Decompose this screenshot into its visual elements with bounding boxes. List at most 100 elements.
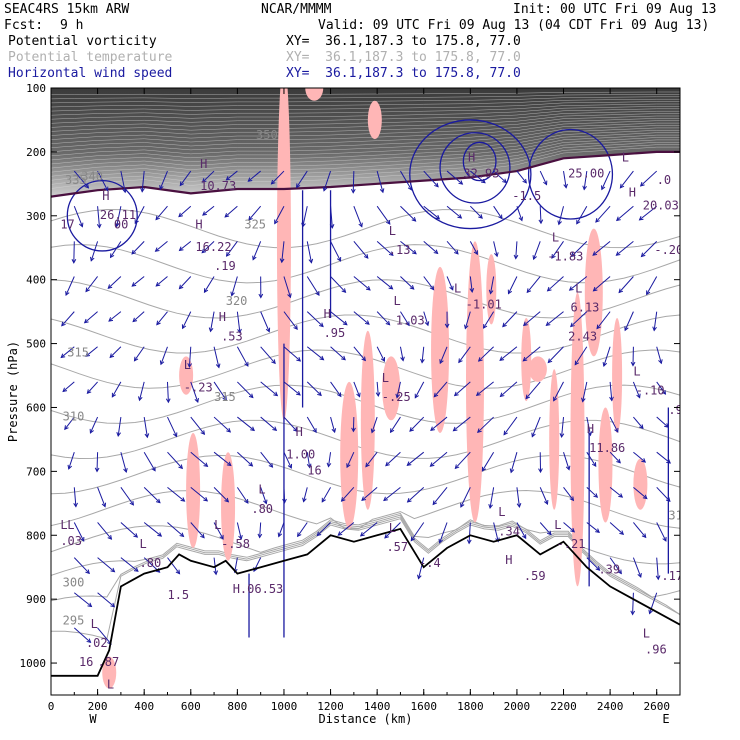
theta-label: 300 xyxy=(63,575,85,589)
wind-vector xyxy=(283,311,298,330)
wind-vector xyxy=(632,381,641,398)
pv-positive-area xyxy=(382,356,401,421)
wind-vector-head xyxy=(538,219,544,225)
wind-vector xyxy=(237,416,255,431)
wind-vector xyxy=(563,170,567,188)
wind-vector-head xyxy=(274,219,279,225)
wind-vector-head xyxy=(265,327,271,333)
wind-vector-head xyxy=(107,284,113,289)
wind-vector-head xyxy=(215,363,221,369)
wind-vector-head xyxy=(326,462,332,468)
contour-label: 20.03 xyxy=(643,198,679,212)
contour-label: 16 xyxy=(307,464,321,478)
field-xy-theta: XY= 36.1,187.3 to 175.8, 77.0 xyxy=(286,50,521,65)
wind-vector xyxy=(237,381,254,398)
wind-vector xyxy=(159,170,168,190)
wind-vector-head xyxy=(546,286,552,292)
wind-vector xyxy=(178,205,192,217)
wind-vector xyxy=(558,206,565,225)
wind-vector xyxy=(646,276,658,295)
wind-vector-head xyxy=(559,433,565,439)
wind-vector-head xyxy=(547,358,553,364)
wind-vector xyxy=(609,557,622,574)
wind-vector xyxy=(167,522,184,537)
wind-vector-head xyxy=(469,288,475,293)
wind-vector xyxy=(493,522,499,542)
wind-vector xyxy=(609,522,624,535)
y-tick-label: 500 xyxy=(26,338,46,351)
y-tick-label: 100 xyxy=(26,82,46,95)
wind-vector xyxy=(383,486,401,501)
wind-vector xyxy=(639,205,658,221)
contour-label: H xyxy=(195,218,202,232)
wind-vector-head xyxy=(110,567,116,573)
wind-vector-head xyxy=(662,536,667,542)
x-tick-label: 1400 xyxy=(364,700,391,713)
wind-vector xyxy=(283,381,301,396)
wind-vector xyxy=(653,311,658,331)
wind-vector xyxy=(131,240,145,255)
wind-vector-head xyxy=(553,396,558,402)
wind-vector-head xyxy=(593,493,599,498)
wind-vector xyxy=(213,451,232,466)
wind-vector xyxy=(430,451,448,467)
contour-label: .80 xyxy=(140,556,162,570)
wind-vector xyxy=(321,487,331,503)
wind-vector-head xyxy=(636,393,641,399)
wind-vector-head xyxy=(499,356,505,361)
contour-label: L xyxy=(554,518,561,532)
wind-vector-head xyxy=(655,575,661,581)
wind-vector-head xyxy=(85,352,91,357)
wind-vector-head xyxy=(409,285,415,290)
wind-vector xyxy=(551,241,564,259)
contour-label: H xyxy=(296,425,303,439)
wind-vector-head xyxy=(481,466,487,472)
pv-positive-area xyxy=(549,369,560,510)
wind-vector xyxy=(516,170,527,184)
wind-vector xyxy=(376,311,390,326)
wind-vector-head xyxy=(570,527,576,533)
wind-vector-head xyxy=(522,534,527,540)
contour-label: -.4 xyxy=(419,556,441,570)
wind-vector-head xyxy=(342,320,348,326)
wind-vector xyxy=(296,170,308,188)
wind-vector xyxy=(353,346,366,361)
wind-vector xyxy=(502,311,518,327)
wind-vector-head xyxy=(226,461,232,467)
wind-vector xyxy=(508,276,518,294)
wind-vector-head xyxy=(639,424,644,430)
contour-label: -.58 xyxy=(221,537,250,551)
wind-vector-head xyxy=(595,528,600,533)
wind-vector-head xyxy=(363,254,369,259)
theta-contour xyxy=(51,243,680,284)
wind-vector xyxy=(120,487,134,506)
contour-label: L xyxy=(393,294,400,308)
wind-vector xyxy=(236,311,241,333)
wind-vector-head xyxy=(317,391,322,397)
wind-vector xyxy=(499,346,518,361)
wind-vector xyxy=(582,381,588,402)
wind-vector-head xyxy=(531,432,536,438)
wind-vector xyxy=(547,276,564,292)
wind-vector-head xyxy=(388,251,394,257)
contour-label: H.06.53 xyxy=(233,582,284,596)
wind-vector-head xyxy=(83,318,89,324)
wind-vector xyxy=(396,381,401,398)
header-model: SEAC4RS 15km ARW xyxy=(4,2,130,17)
wind-vector-head xyxy=(213,570,219,576)
wind-vector-head xyxy=(201,178,207,183)
contour-label: L xyxy=(389,224,396,238)
wind-vector xyxy=(84,311,98,324)
wind-vector-head xyxy=(502,178,507,184)
wind-vector xyxy=(306,241,312,263)
wind-vector xyxy=(337,522,355,536)
x-tick-label: 1200 xyxy=(317,700,344,713)
wind-vector-head xyxy=(365,286,371,291)
wind-vector-head xyxy=(250,426,255,432)
contour-label: L xyxy=(498,505,505,519)
wind-vector-head xyxy=(312,428,317,434)
wind-vector-head xyxy=(319,355,325,361)
wind-vector xyxy=(352,171,355,193)
wind-vector-head xyxy=(341,355,346,361)
wind-vector-head xyxy=(438,538,443,544)
